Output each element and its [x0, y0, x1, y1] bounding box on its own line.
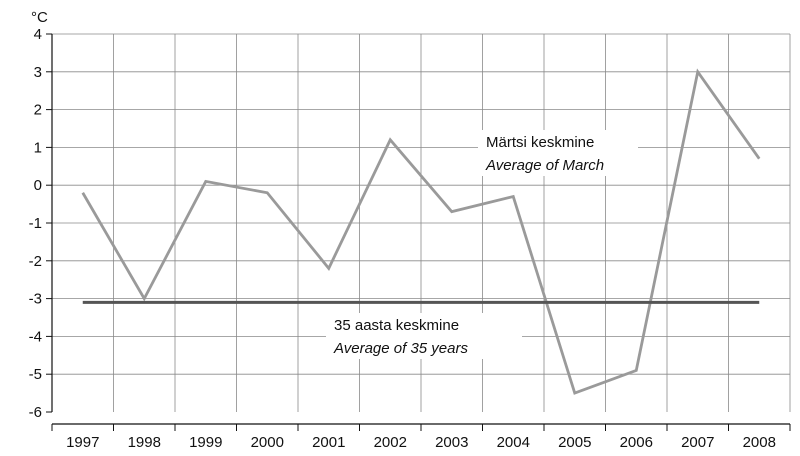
annotation-35-years-line2: Average of 35 years [333, 340, 468, 357]
annotation-35-years-background [326, 313, 522, 359]
y-tick-label: -1 [29, 215, 42, 232]
x-tick-label: 1998 [128, 434, 161, 451]
y-tick-label: -2 [29, 253, 42, 270]
annotation-march-background [478, 130, 638, 176]
x-axis-ticks: 1997 1998 1999 2000 2001 2002 2003 2004 2005 2006… [51, 424, 791, 451]
x-tick-label: 2004 [497, 434, 530, 451]
x-tick-label: 2001 [312, 434, 345, 451]
annotation-35-years: 35 aasta keskmine Average of 35 years [326, 313, 522, 359]
series-lines [81, 68, 761, 395]
y-tick-label: -6 [29, 404, 42, 421]
x-tick-label: 2008 [743, 434, 776, 451]
y-axis-ticks: 4 3 2 1 0 -1 -2 -3 -4 -5 -6 [29, 26, 52, 421]
y-tick-label: 1 [34, 139, 42, 156]
y-axis-label: °C [31, 9, 48, 26]
series-line-march [81, 68, 761, 395]
grid [52, 33, 791, 412]
x-tick-label: 2005 [558, 434, 591, 451]
y-tick-label: -3 [29, 291, 42, 308]
x-tick-label: 2006 [620, 434, 653, 451]
y-tick-label: 4 [34, 26, 42, 43]
x-tick-label: 1997 [66, 434, 99, 451]
x-tick-label: 2007 [681, 434, 714, 451]
y-tick-label: 3 [34, 64, 42, 81]
y-tick-label: -4 [29, 328, 42, 345]
x-tick-label: 2003 [435, 434, 468, 451]
annotation-35-years-line1: 35 aasta keskmine [334, 317, 459, 334]
annotation-march-line2: Average of March [485, 157, 604, 174]
x-tick-label: 1999 [189, 434, 222, 451]
x-tick-label: 2002 [374, 434, 407, 451]
y-tick-label: -5 [29, 366, 42, 383]
annotation-march-line1: Märtsi keskmine [486, 134, 594, 151]
annotation-march: Märtsi keskmine Average of March [478, 130, 638, 176]
y-tick-label: 2 [34, 102, 42, 119]
x-tick-label: 2000 [251, 434, 284, 451]
y-tick-label: 0 [34, 177, 42, 194]
